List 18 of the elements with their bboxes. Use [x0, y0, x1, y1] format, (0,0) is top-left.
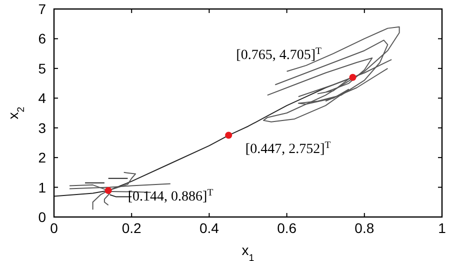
- x-tick-label: 0.4: [199, 220, 220, 236]
- y-tick-label: 1: [38, 179, 46, 196]
- y-tick-label: 2: [38, 150, 46, 166]
- y-tick-label: 4: [38, 90, 46, 106]
- y-tick-label: 6: [38, 30, 46, 47]
- y-tick-label: 0: [38, 209, 46, 225]
- y-tick-label: 5: [38, 60, 46, 76]
- x-axis-title: x$_{1}$: [242, 242, 254, 261]
- x-tick-label: 0.2: [122, 220, 142, 236]
- annotation: [0.765, 4.705]$^{T}$: [236, 46, 322, 64]
- annotation: [0.144, 0.886]$^{T}$: [128, 187, 214, 205]
- y-tick-label: 7: [38, 1, 46, 17]
- annotation: [0.447, 2.752]$^{T}$: [245, 140, 331, 158]
- y-tick-label: 3: [38, 120, 46, 136]
- x-tick-label: 0.8: [354, 220, 374, 236]
- x-tick-label: 0.6: [277, 220, 297, 236]
- x-tick-label: 0: [50, 220, 58, 236]
- x-tick-label: 1: [438, 220, 446, 236]
